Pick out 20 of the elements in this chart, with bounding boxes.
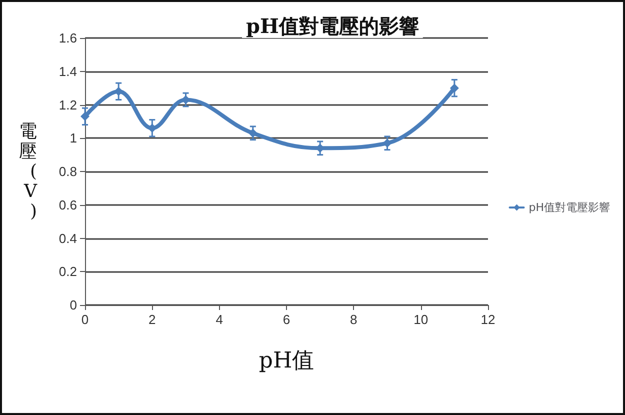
x-tick-label: 10 [414,312,428,327]
x-axis-title: pH值 [258,348,314,374]
y-axis-title: 電壓(V) [19,121,38,222]
x-tick-label: 4 [216,312,223,327]
y-tick-label: 1.2 [58,97,77,112]
y-tick-label: 0.2 [58,264,77,280]
x-tick-label: 12 [480,312,496,327]
x-tick-label: 2 [148,312,156,327]
x-tick-label: 0 [81,312,89,327]
y-tick-label: 0.8 [58,164,77,179]
chart-title: pH值對電壓的影響 [246,14,419,38]
y-tick-label: 0.4 [58,230,77,246]
y-tick-label: 1.6 [58,30,77,46]
x-tick-label: 8 [350,312,358,327]
legend-label: pH值對電壓影響 [528,201,610,214]
y-tick-label: 1 [70,130,77,146]
x-tick-label: 6 [282,312,290,327]
y-tick-label: 0 [70,298,77,312]
y-tick-label: 0.6 [58,197,77,212]
y-tick-label: 1.4 [58,64,77,79]
